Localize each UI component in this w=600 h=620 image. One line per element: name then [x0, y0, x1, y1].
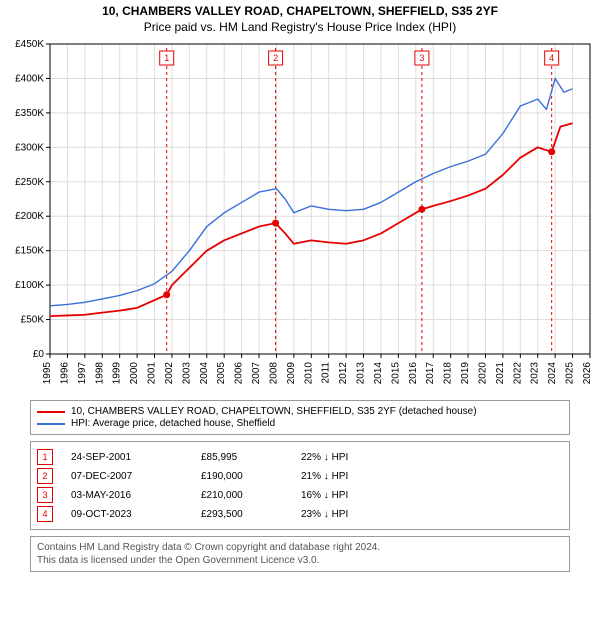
- svg-text:2005: 2005: [216, 362, 227, 385]
- svg-text:2007: 2007: [251, 362, 262, 385]
- marker-badge-icon: 4: [37, 506, 53, 522]
- chart-title-block: 10, CHAMBERS VALLEY ROAD, CHAPELTOWN, SH…: [0, 0, 600, 34]
- svg-text:2021: 2021: [495, 362, 506, 385]
- svg-text:2006: 2006: [234, 362, 245, 385]
- svg-text:£50K: £50K: [21, 315, 45, 326]
- txn-date: 07-DEC-2007: [71, 471, 201, 482]
- svg-text:1996: 1996: [59, 362, 70, 385]
- txn-diff: 16% ↓ HPI: [301, 490, 411, 501]
- txn-date: 03-MAY-2016: [71, 490, 201, 501]
- txn-price: £210,000: [201, 490, 301, 501]
- table-row: 2 07-DEC-2007 £190,000 21% ↓ HPI: [37, 468, 563, 484]
- marker-badge-icon: 1: [37, 449, 53, 465]
- svg-text:2003: 2003: [181, 362, 192, 385]
- svg-text:£100K: £100K: [15, 280, 44, 291]
- svg-text:£250K: £250K: [15, 177, 44, 188]
- attribution-footer: Contains HM Land Registry data © Crown c…: [30, 536, 570, 572]
- svg-text:2008: 2008: [268, 362, 279, 385]
- title-line2: Price paid vs. HM Land Registry's House …: [0, 20, 600, 34]
- svg-text:2025: 2025: [565, 362, 576, 385]
- svg-text:£200K: £200K: [15, 211, 44, 222]
- txn-diff: 23% ↓ HPI: [301, 509, 411, 520]
- svg-text:2000: 2000: [129, 362, 140, 385]
- svg-text:2002: 2002: [164, 362, 175, 385]
- legend-box: 10, CHAMBERS VALLEY ROAD, CHAPELTOWN, SH…: [30, 400, 570, 435]
- svg-text:2016: 2016: [408, 362, 419, 385]
- svg-text:1997: 1997: [77, 362, 88, 385]
- legend-label: HPI: Average price, detached house, Shef…: [71, 418, 275, 429]
- legend-item: HPI: Average price, detached house, Shef…: [37, 418, 563, 429]
- svg-text:1: 1: [164, 53, 169, 63]
- txn-date: 09-OCT-2023: [71, 509, 201, 520]
- svg-text:2004: 2004: [199, 362, 210, 385]
- svg-text:£300K: £300K: [15, 142, 44, 153]
- svg-text:1995: 1995: [42, 362, 53, 385]
- legend-item: 10, CHAMBERS VALLEY ROAD, CHAPELTOWN, SH…: [37, 406, 563, 417]
- title-line1: 10, CHAMBERS VALLEY ROAD, CHAPELTOWN, SH…: [0, 4, 600, 18]
- svg-text:2013: 2013: [356, 362, 367, 385]
- table-row: 1 24-SEP-2001 £85,995 22% ↓ HPI: [37, 449, 563, 465]
- svg-text:£150K: £150K: [15, 246, 44, 257]
- legend-label: 10, CHAMBERS VALLEY ROAD, CHAPELTOWN, SH…: [71, 406, 477, 417]
- svg-text:2: 2: [273, 53, 278, 63]
- svg-text:2020: 2020: [477, 362, 488, 385]
- txn-diff: 21% ↓ HPI: [301, 471, 411, 482]
- marker-badge-icon: 3: [37, 487, 53, 503]
- txn-date: 24-SEP-2001: [71, 452, 201, 463]
- price-chart-svg: £0 £50K £100K £150K £200K £250K £300K £350K £400…: [0, 34, 600, 394]
- svg-text:2010: 2010: [303, 362, 314, 385]
- svg-text:2019: 2019: [460, 362, 471, 385]
- transactions-table: 1 24-SEP-2001 £85,995 22% ↓ HPI 2 07-DEC…: [30, 441, 570, 530]
- txn-price: £293,500: [201, 509, 301, 520]
- footer-line1: Contains HM Land Registry data © Crown c…: [37, 541, 563, 554]
- svg-text:2001: 2001: [147, 362, 158, 385]
- svg-text:2011: 2011: [321, 362, 332, 384]
- svg-text:3: 3: [419, 53, 424, 63]
- svg-text:2014: 2014: [373, 362, 384, 385]
- svg-text:2024: 2024: [547, 362, 558, 385]
- txn-price: £190,000: [201, 471, 301, 482]
- svg-text:4: 4: [549, 53, 554, 63]
- svg-text:£450K: £450K: [15, 39, 44, 50]
- svg-text:2015: 2015: [390, 362, 401, 385]
- svg-text:2009: 2009: [286, 362, 297, 385]
- svg-text:2023: 2023: [530, 362, 541, 385]
- table-row: 3 03-MAY-2016 £210,000 16% ↓ HPI: [37, 487, 563, 503]
- svg-text:2026: 2026: [582, 362, 593, 385]
- svg-text:£350K: £350K: [15, 108, 44, 119]
- txn-diff: 22% ↓ HPI: [301, 452, 411, 463]
- legend-swatch-icon: [37, 423, 65, 425]
- table-row: 4 09-OCT-2023 £293,500 23% ↓ HPI: [37, 506, 563, 522]
- legend-swatch-icon: [37, 411, 65, 413]
- footer-line2: This data is licensed under the Open Gov…: [37, 554, 563, 567]
- svg-text:£0: £0: [33, 349, 45, 360]
- svg-text:£400K: £400K: [15, 73, 44, 84]
- svg-text:2018: 2018: [443, 362, 454, 385]
- marker-badge-icon: 2: [37, 468, 53, 484]
- svg-text:2022: 2022: [512, 362, 523, 385]
- svg-text:2012: 2012: [338, 362, 349, 385]
- svg-text:1998: 1998: [94, 362, 105, 385]
- chart-area: £0 £50K £100K £150K £200K £250K £300K £350K £400…: [0, 34, 600, 394]
- svg-text:2017: 2017: [425, 362, 436, 385]
- txn-price: £85,995: [201, 452, 301, 463]
- svg-text:1999: 1999: [112, 362, 123, 385]
